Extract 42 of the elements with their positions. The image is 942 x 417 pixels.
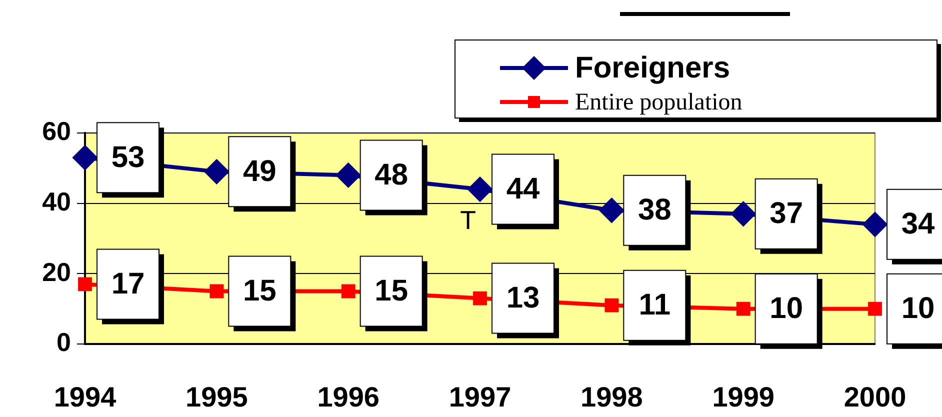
- data-label: 38: [638, 194, 672, 227]
- data-label: 53: [111, 140, 145, 174]
- data-label: 49: [242, 154, 276, 188]
- point: [736, 302, 750, 316]
- data-label: 15: [374, 274, 408, 308]
- x-tick-label: 1996: [317, 382, 380, 413]
- point: [868, 302, 882, 316]
- point: [341, 284, 356, 298]
- point: [204, 160, 229, 184]
- point: [473, 291, 487, 306]
- data-label: 48: [374, 158, 408, 192]
- data-label: 13: [506, 282, 540, 315]
- point: [468, 177, 492, 202]
- data-label: 10: [770, 292, 804, 326]
- y-tick-label: 20: [42, 256, 71, 287]
- legend-label: Foreigners: [575, 51, 730, 84]
- y-tick-label: 40: [42, 186, 71, 217]
- x-tick-label: 1994: [54, 382, 117, 413]
- point: [336, 163, 360, 188]
- point: [78, 277, 92, 292]
- x-tick-label: 1997: [448, 382, 512, 413]
- legend-label: Entire population: [575, 89, 742, 116]
- data-label: 10: [901, 292, 935, 326]
- x-tick-label: 1995: [186, 382, 248, 413]
- point: [731, 202, 756, 226]
- x-tick-label: 1999: [712, 382, 774, 413]
- data-label: 11: [638, 288, 671, 322]
- point: [863, 212, 887, 236]
- data-label: 37: [770, 197, 804, 230]
- x-tick-label: 1998: [580, 382, 643, 413]
- point: [604, 298, 619, 312]
- point: [73, 146, 97, 170]
- data-label: 15: [242, 274, 276, 308]
- data-label: 17: [111, 267, 145, 300]
- data-label: 44: [506, 172, 540, 206]
- x-tick-label: 2000: [844, 382, 906, 413]
- point: [600, 198, 624, 222]
- annotation: T: [460, 205, 476, 236]
- y-tick-label: 0: [56, 327, 71, 358]
- data-label: 34: [901, 208, 935, 241]
- point: [210, 284, 224, 298]
- y-tick-label: 60: [42, 116, 71, 146]
